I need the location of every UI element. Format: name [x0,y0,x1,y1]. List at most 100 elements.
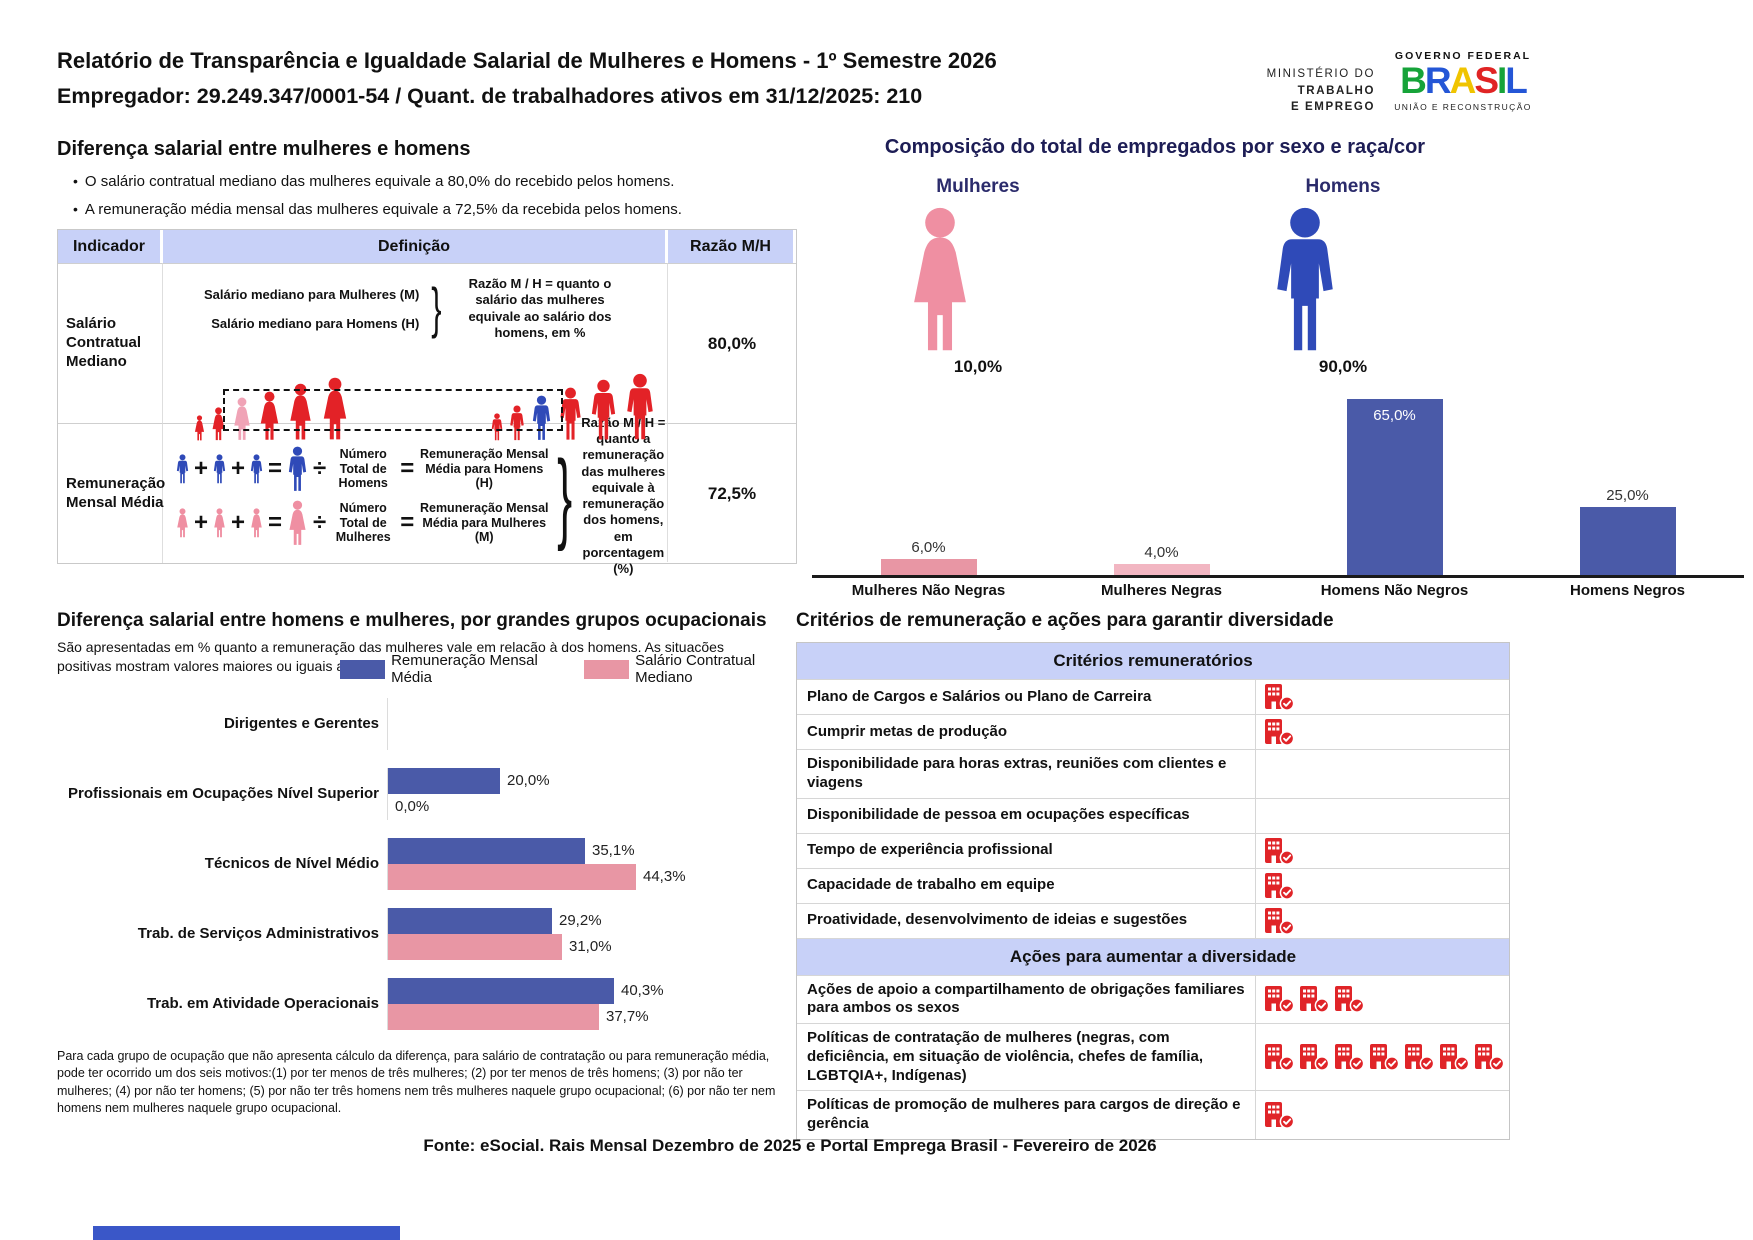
composition-bar [1113,564,1210,575]
men-summary: Homens 90,0% [1268,176,1418,377]
women-label: Mulheres [936,176,1020,197]
woman-figure [249,508,264,538]
brasil-letter: S [1474,60,1499,101]
bar-value-label: 37,7% [606,1008,649,1026]
plus-operator: + [231,455,246,482]
composition-bar-slot: 25,0% [1533,390,1723,575]
median-definition-diagram: Salário mediano para Mulheres (M) Salári… [163,264,667,341]
criteria-label: Capacidade de trabalho em equipe [807,876,1055,894]
company-check-icon [1265,907,1295,935]
definition-remuneracao-media: + + = ÷ Número Total de Homens = Remuner… [163,415,668,576]
criteria-label: Tempo de experiência profissional [807,841,1053,859]
report-title: Relatório de Transparência e Igualdade S… [57,48,997,73]
occupation-group-label: Trab. de Serviços Administrativos [137,924,379,942]
brasil-logo-text: BRASIL [1388,60,1538,101]
plus-operator: + [194,509,209,536]
ministry-line2: TRABALHO [1297,84,1375,97]
median-ratio-note: Razão M / H = quanto o salário das mulhe… [468,276,612,340]
bar-value-label: 35,1% [592,842,635,860]
brasil-letter: I [1497,60,1507,101]
brace-glyph: } [557,440,573,552]
women-average-formula: + + = ÷ Número Total de Mulheres = Remun… [175,500,550,546]
criteria-row: Disponibilidade para horas extras, reuni… [797,749,1509,798]
criteria-icons [1255,903,1509,938]
criteria-label: Plano de Cargos e Salários ou Plano de C… [807,687,1152,705]
occupation-title: Diferença salarial entre homens e mulher… [57,610,767,631]
occupation-group-bars [387,697,799,750]
legend-label: Remuneração Mensal Média [391,652,538,686]
criteria-title: Critérios de remuneração e ações para ga… [796,610,1334,631]
men-label: Homens [1305,176,1381,197]
occupation-bar [388,1003,599,1030]
company-check-icon [1265,1044,1295,1071]
occupation-group-label: Dirigentes e Gerentes [223,714,379,732]
occupation-group-label: Profissionais em Ocupações Nível Superio… [68,784,379,802]
company-check-icon [1475,1044,1505,1071]
ratio-salario-contratual: 80,0% [668,263,796,423]
criteria-label: Disponibilidade de pessoa em ocupações e… [807,806,1190,824]
average-ratio-note: Razão M / H = quanto a remuneração das m… [581,414,666,576]
bar-category-label: Mulheres Não Negras [851,582,1006,599]
divide-operator: ÷ [313,509,327,536]
criteria-row: Disponibilidade de pessoa em ocupações e… [797,797,1509,833]
composition-bar-chart: 6,0% 4,0% 65,0% 25,0% [812,390,1744,578]
company-check-icon [1370,1044,1400,1071]
bar-value-label: 44,3% [643,868,686,886]
col-header-indicador: Indicador [58,230,163,263]
occupation-bar-line: 44,3% [388,863,799,890]
salary-gap-bullet-2: A remuneração média mensal das mulheres … [73,201,795,218]
company-check-icon [1265,1102,1295,1129]
bar-value-label: 20,0% [507,772,550,790]
criteria-label: Proatividade, desenvolvimento de ideias … [807,911,1188,929]
women-percent: 10,0% [953,357,1003,376]
median-definition-lines: Salário mediano para Mulheres (M) Salári… [204,287,419,331]
legend-item-salario: Salário Contratual Mediano [584,652,799,686]
criteria-row: Políticas de contratação de mulheres (ne… [797,1023,1509,1091]
men-percent: 90,0% [1318,357,1368,376]
men-average-formula: + + = ÷ Número Total de Homens = Remuner… [175,446,550,492]
brasil-letter: R [1424,60,1452,101]
occupation-group-row: Trab. de Serviços Administrativos 29,2% 31… [57,907,799,960]
occupation-group-bars: 35,1% 44,3% [387,837,799,890]
legend-swatch-blue [340,659,386,679]
equals-operator: = [400,455,415,482]
equals-operator: = [268,455,283,482]
equals-operator: = [268,509,283,536]
ministry-line3: E EMPREGO [1290,101,1375,114]
occupation-bar [388,907,552,934]
criteria-row: Capacidade de trabalho em equipe [797,867,1509,903]
bar-category-label: Homens Não Negros [1320,582,1469,599]
criteria-icons [1255,715,1509,749]
woman-figure [193,415,206,441]
criteria-label: Políticas de contratação de mulheres (ne… [807,1029,1203,1084]
indicator-salario-contratual: Salário Contratual Mediano [58,263,163,423]
bar-value-label: 29,2% [559,912,602,930]
composition-bar-slot: 4,0% [1067,390,1257,575]
criteria-row: Políticas de promoção de mulheres para c… [797,1090,1509,1139]
composition-bar-slot: 6,0% [834,390,1024,575]
salary-gap-section: Diferença salarial entre mulheres e home… [57,138,797,576]
occupation-group-row: Trab. em Atividade Operacionais 40,3% 37,7… [57,977,799,1030]
occupation-group-row: Técnicos de Nível Médio 35,1% 44,3% [57,837,799,890]
woman-figure [175,508,190,538]
man-figure [249,454,264,484]
company-check-icon [1405,1044,1435,1071]
gov-logo-bottom-text: UNIÃO E RECONSTRUÇÃO [1394,101,1532,112]
criteria-row: Tempo de experiência profissional [797,832,1509,868]
occupation-group-row: Dirigentes e Gerentes [57,697,799,750]
criteria-icons [1255,680,1509,714]
company-check-icon [1265,719,1295,746]
occupation-bar-line: 0,0% [388,794,799,820]
definition-salario-contratual: Salário mediano para Mulheres (M) Salári… [163,263,668,423]
criteria-label: Ações de apoio a compartilhamento de obr… [807,980,1245,1017]
median-men-line: Salário mediano para Homens (H) [211,315,420,331]
criteria-table: Critérios remuneratórios Plano de Cargos… [796,642,1510,1140]
occupation-bar [388,933,562,960]
occupation-bar-line [388,698,799,724]
man-figure [175,454,190,484]
report-header: Relatório de Transparência e Igualdade S… [57,48,997,109]
criteria-label: Políticas de promoção de mulheres para c… [807,1096,1241,1132]
composition-category-labels: Mulheres Não Negras Mulheres Negras Homens… [812,582,1744,599]
criteria-row: Ações de apoio a compartilhamento de obr… [797,974,1509,1023]
